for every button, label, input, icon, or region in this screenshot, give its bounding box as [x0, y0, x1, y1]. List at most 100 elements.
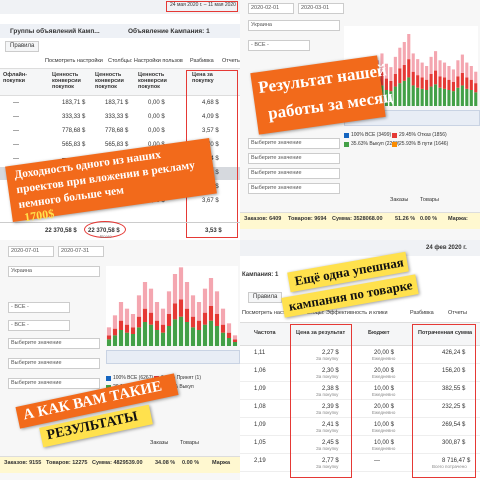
- stat: 0.00 %: [420, 216, 438, 222]
- bar-segment: [389, 67, 393, 81]
- filter-field: [298, 3, 344, 14]
- bar-segment: [456, 76, 460, 88]
- bar-segment: [460, 54, 464, 73]
- bar-segment: [142, 308, 148, 322]
- cell: 2,39 $: [322, 404, 339, 410]
- bar-segment: [184, 308, 190, 322]
- bar-segment: [398, 68, 402, 84]
- bar-segment: [214, 314, 220, 326]
- filter-field: [248, 168, 340, 179]
- toolbar-item: Отчеты: [448, 310, 468, 316]
- cell-sub: За покупку: [316, 428, 339, 433]
- bar-segment: [434, 70, 438, 85]
- panel-month-chart: 2020-02-01 2020-03-01 Украина - ВСЕ - Выбери…: [240, 0, 480, 240]
- bar-segment: [226, 332, 232, 338]
- bar-segment: [202, 288, 208, 313]
- bar-segment: [106, 335, 112, 340]
- bar-segment: [416, 87, 420, 106]
- bar-segment: [469, 66, 473, 80]
- bar-segment: [214, 326, 220, 346]
- bar-segment: [214, 291, 220, 314]
- cell: 1,05: [254, 440, 266, 446]
- bar-segment: [178, 267, 184, 300]
- cell: 20,00 $: [374, 350, 395, 356]
- column-header: Бюджет: [368, 330, 390, 336]
- bar-segment: [429, 74, 433, 87]
- column-header: Ценность конверсии покупок: [52, 72, 81, 91]
- bar-segment: [380, 53, 384, 72]
- cell-sub: Ежедневно: [372, 446, 396, 451]
- cell: 3,67 $: [202, 198, 219, 204]
- bar-segment: [196, 302, 202, 321]
- cell-sub: За покупку: [316, 464, 339, 469]
- bar-segment: [442, 88, 447, 106]
- row-line: [240, 471, 480, 472]
- bar-segment: [172, 274, 178, 304]
- toolbar-item: Столбцы: Настройки пользов: [108, 58, 183, 64]
- filter-field: [8, 266, 100, 277]
- legend-swatch: [392, 133, 397, 138]
- bar-segment: [172, 319, 178, 346]
- filter-text: 2020-02-01: [251, 5, 280, 11]
- filter-field: [248, 20, 340, 31]
- filter-text: - ВСЕ -: [11, 304, 29, 310]
- stat: Маржа: [212, 460, 231, 466]
- bar-segment: [154, 302, 160, 321]
- cell: 2,45 $: [322, 440, 339, 446]
- legend-swatch: [392, 142, 397, 147]
- bar-segment: [416, 75, 420, 88]
- bar-segment: [420, 88, 424, 106]
- legend-swatch: [106, 376, 111, 381]
- bar-segment: [130, 314, 136, 328]
- bar-segment: [154, 320, 160, 330]
- bar-segment: [460, 85, 464, 106]
- bar-segment: [190, 316, 196, 328]
- filter-field: [248, 40, 310, 51]
- cell: 20,00 $: [374, 404, 395, 410]
- bar-segment: [148, 288, 154, 313]
- bar-segment: [474, 92, 478, 106]
- bar-segment: [226, 323, 232, 333]
- cell: 0,00 $: [148, 100, 165, 106]
- filter-field: [8, 358, 100, 369]
- filter-text: - ВСЕ -: [251, 42, 269, 48]
- legend2: Товары: [420, 197, 439, 203]
- cell-sub: Всего потрачено: [432, 464, 467, 469]
- filter-text: Выберите значение: [251, 170, 302, 176]
- bar-segment: [136, 327, 142, 346]
- bar-segment: [389, 80, 393, 92]
- bar-segment: [438, 76, 442, 88]
- cell: 2,30 $: [322, 368, 339, 374]
- bar-segment: [166, 291, 172, 314]
- bar-segment: [402, 42, 406, 65]
- bar-segment: [465, 77, 469, 89]
- bar-segment: [136, 316, 142, 328]
- bar-segment: [429, 86, 433, 106]
- filter-field: [248, 3, 294, 14]
- cell: 156,20 $: [442, 368, 466, 374]
- bar-segment: [447, 66, 451, 80]
- cell-sub: Ежедневно: [372, 356, 396, 361]
- legend2: Заказы: [150, 440, 169, 446]
- bar-segment: [469, 79, 473, 90]
- legend-swatch: [344, 133, 349, 138]
- filter-text: 2020-07-01: [11, 248, 40, 254]
- legend-text: 25.93% В пути (1646): [399, 141, 449, 147]
- cell-sub: Ежедневно: [372, 428, 396, 433]
- stat: Маржа:: [448, 216, 468, 222]
- cell: 0,00 $: [148, 114, 165, 120]
- row-line: [240, 381, 480, 382]
- bar-segment: [184, 282, 190, 309]
- bar-segment: [220, 324, 226, 333]
- column-header: Ценность конверсии покупок: [138, 72, 167, 91]
- top-bar: [240, 240, 480, 256]
- bar-segment: [438, 87, 442, 106]
- stat: Сумма: 3528068.00: [332, 216, 383, 222]
- row-line: [240, 399, 480, 400]
- cell: 1,09: [254, 386, 266, 392]
- cell: 0,00 $: [148, 128, 165, 134]
- row-line: [240, 417, 480, 418]
- bar-segment: [474, 83, 478, 93]
- legend-text: 35.63% Выкуп (2269): [351, 141, 400, 147]
